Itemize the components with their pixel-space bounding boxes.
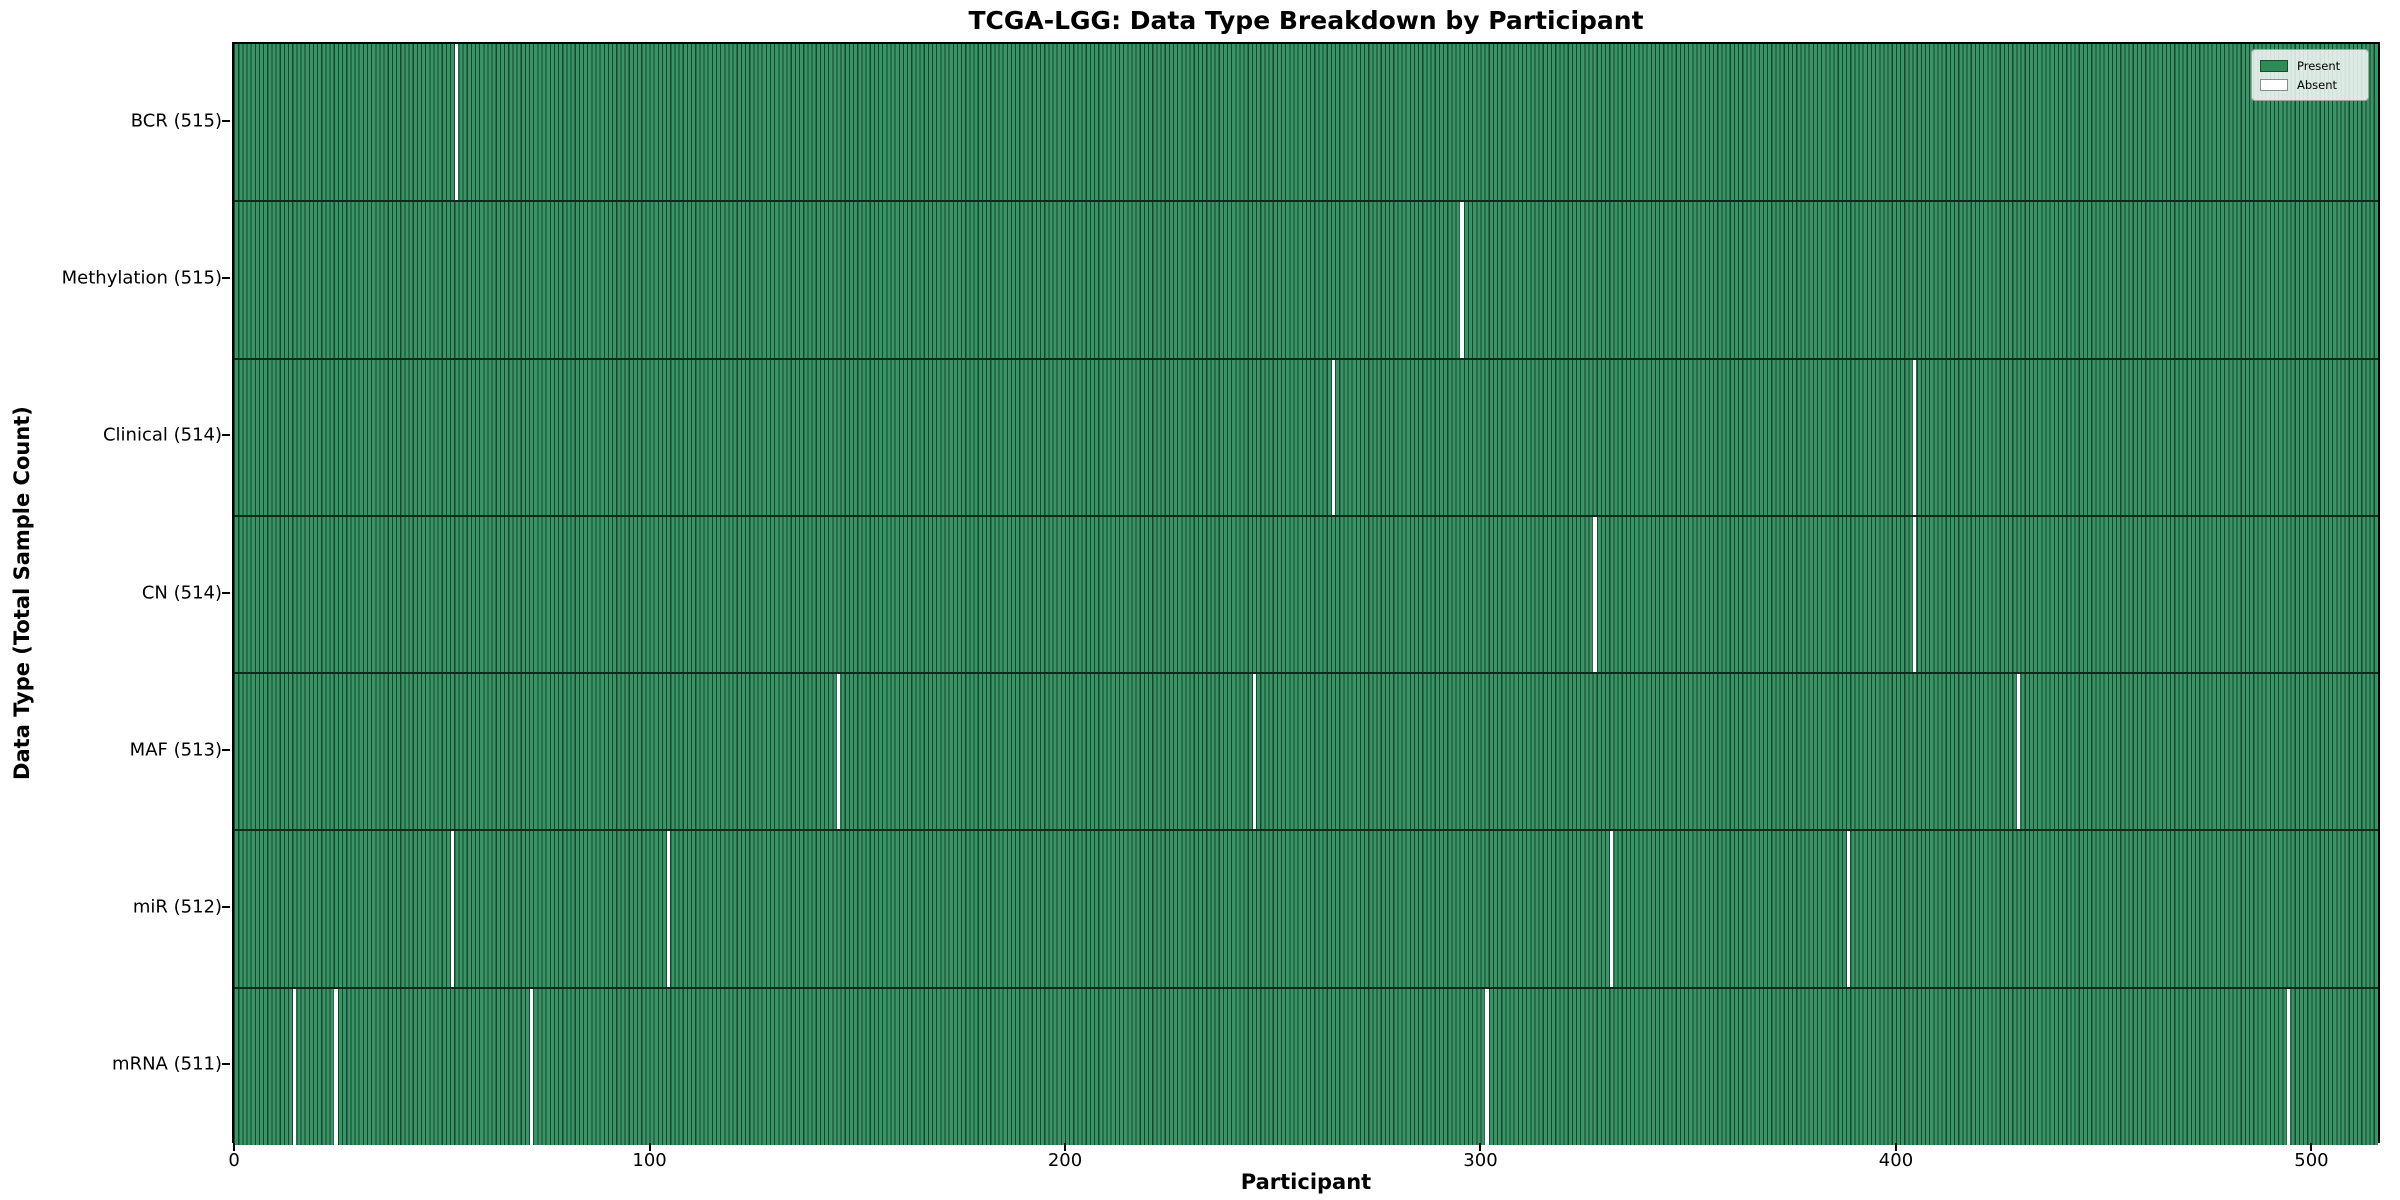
x-tick-mark — [233, 1143, 236, 1151]
absent-gap — [454, 44, 459, 202]
x-tick-mark — [1064, 1143, 1067, 1151]
absent-gap — [1460, 201, 1464, 359]
legend-label-absent: Absent — [2297, 77, 2338, 92]
y-tick-mark — [222, 434, 230, 437]
y-tick-mark — [222, 1063, 230, 1066]
row-boundary — [234, 986, 2378, 989]
y-tick-mark — [222, 906, 230, 909]
y-tick-mark — [222, 748, 230, 751]
row-maf — [234, 673, 2378, 831]
legend-entry-present: Present — [2260, 56, 2360, 75]
y-tick-label: CN (514) — [141, 582, 222, 603]
absent-gap — [1593, 515, 1597, 674]
absent-gap — [334, 987, 338, 1145]
present-swatch-icon — [2260, 59, 2288, 72]
absent-gap — [1913, 515, 1917, 674]
absent-gap — [450, 830, 454, 988]
row-mrna — [234, 987, 2378, 1145]
absent-gap — [837, 673, 841, 831]
plot-area: Present Absent — [232, 42, 2380, 1145]
legend-label-present: Present — [2297, 58, 2341, 73]
absent-gap — [1331, 358, 1335, 516]
y-tick-label: Clinical (514) — [102, 424, 222, 446]
y-tick-label: Methylation (515) — [61, 267, 222, 289]
row-boundary — [234, 672, 2378, 675]
absent-gap — [1913, 358, 1917, 516]
row-boundary — [234, 200, 2378, 203]
x-tick-label: 300 — [1463, 1150, 1498, 1171]
x-tick-mark — [1479, 1143, 1482, 1151]
legend: Present Absent — [2251, 49, 2369, 101]
y-tick-label: MAF (513) — [129, 739, 222, 761]
y-tick-mark — [222, 276, 230, 279]
absent-gap — [1846, 830, 1850, 988]
y-tick-label: BCR (515) — [130, 110, 222, 132]
absent-swatch-icon — [2260, 78, 2288, 91]
y-tick-label: miR (512) — [132, 896, 222, 918]
x-tick-mark — [1894, 1143, 1897, 1151]
legend-entry-absent: Absent — [2260, 75, 2360, 94]
x-tick-label: 100 — [632, 1150, 667, 1171]
y-tick-mark — [222, 591, 230, 594]
row-boundary — [234, 357, 2378, 360]
row-cn — [234, 515, 2378, 674]
row-bcr — [234, 44, 2378, 202]
absent-gap — [2287, 987, 2291, 1145]
absent-gap — [1485, 987, 1489, 1145]
absent-gap — [666, 830, 671, 988]
row-boundary — [234, 829, 2378, 832]
absent-gap — [1252, 673, 1256, 831]
absent-gap — [1609, 830, 1614, 988]
x-tick-label: 0 — [228, 1150, 240, 1171]
row-mir — [234, 830, 2378, 988]
y-tick-label: mRNA (511) — [112, 1053, 222, 1075]
x-tick-label: 200 — [1047, 1150, 1083, 1171]
x-tick-label: 400 — [1878, 1150, 1914, 1171]
absent-gap — [529, 987, 533, 1145]
row-methylation — [234, 201, 2378, 359]
x-tick-mark — [2310, 1143, 2313, 1151]
x-tick-label: 500 — [2294, 1150, 2329, 1171]
absent-gap — [2017, 673, 2021, 831]
x-tick-mark — [648, 1143, 651, 1151]
row-boundary — [234, 514, 2378, 517]
absent-gap — [292, 987, 297, 1145]
row-clinical — [234, 358, 2378, 516]
x-axis-label: Participant — [1240, 1170, 1372, 1194]
y-tick-mark — [222, 119, 230, 122]
chart-title: TCGA-LGG: Data Type Breakdown by Partici… — [968, 6, 1644, 35]
